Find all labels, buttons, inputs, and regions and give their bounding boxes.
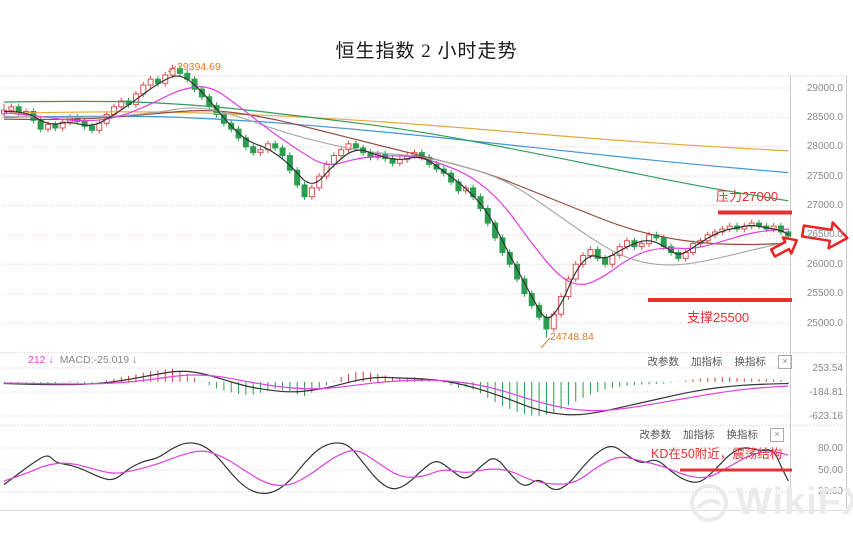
candle-down (785, 231, 792, 237)
candle-up (646, 234, 653, 245)
candle-down (294, 169, 301, 186)
y-axis-label: 28000.0 (806, 141, 843, 153)
candle-up (345, 143, 352, 151)
ma-orange-line (3, 111, 789, 152)
kd-note-annotation: KD在50附近，震荡结构 (651, 447, 783, 461)
kd-d-line (3, 450, 789, 487)
candle-down (88, 125, 95, 131)
candle-down (352, 143, 359, 149)
candle-up (257, 149, 264, 154)
change-params-link[interactable]: 改参数 (639, 429, 672, 441)
switch-indicator-link[interactable]: 换指标 (734, 356, 767, 368)
macd-indicator-toolbar: 改参数 加指标 换指标 × (647, 354, 792, 369)
macd-status-line: 212 ↓ MACD:-25.019 ↓ (28, 354, 137, 366)
candle-down (484, 207, 491, 224)
candle-down (506, 252, 513, 265)
kd-k-line (3, 442, 789, 494)
y-axis-label: 50.00 (817, 464, 843, 476)
ma-blue-line (3, 115, 789, 174)
candle-up (147, 78, 154, 86)
candle-down (279, 147, 286, 157)
watermark: WikiFX (688, 481, 853, 524)
resistance-annotation: 压力27000 (716, 189, 779, 204)
y-axis-label: 25000.0 (806, 317, 843, 329)
candle-up (1, 109, 7, 115)
red-arrow-icon (800, 221, 849, 250)
candle-down (176, 68, 183, 74)
add-indicator-link[interactable]: 加指标 (691, 356, 723, 368)
candle-down (543, 316, 550, 330)
candle-down (470, 187, 477, 198)
candle-up (44, 123, 51, 130)
candle-down (528, 293, 535, 306)
candle-down (477, 196, 484, 209)
red-arrow-icon (769, 236, 799, 258)
y-axis-label: 27500.0 (806, 170, 843, 182)
candle-down (433, 163, 440, 170)
candle-down (602, 257, 609, 265)
y-axis-label: 253.54 (812, 362, 843, 374)
y-axis-label: 25500.0 (806, 288, 843, 300)
y-axis-label: 29000.0 (806, 82, 843, 94)
y-axis-label: 26000.0 (806, 258, 843, 270)
candle-up (558, 296, 565, 315)
candle-up (59, 121, 66, 129)
candle-down (250, 146, 257, 154)
candle-down (594, 249, 601, 259)
macd-dea-line (3, 374, 789, 412)
low-price-label: 24748.84 (550, 331, 594, 343)
y-axis-label: -623.16 (809, 410, 843, 422)
y-axis-label: 27000.0 (806, 200, 843, 211)
high-pointer (167, 65, 177, 73)
candle-down (206, 96, 213, 107)
close-indicator-button[interactable]: × (778, 354, 792, 369)
candle-down (242, 137, 249, 148)
ma-brown-line (3, 110, 789, 246)
watermark-text: WikiFX (736, 481, 853, 523)
candle-down (286, 155, 293, 171)
ma-black-line (3, 75, 789, 319)
candle-down (154, 78, 161, 84)
candle-down (52, 123, 59, 129)
watermark-logo-icon (690, 483, 728, 522)
candle-up (587, 249, 594, 256)
candle-down (675, 252, 682, 259)
y-axis-label: 28500.0 (806, 111, 843, 123)
candle-up (308, 187, 315, 198)
low-pointer (540, 337, 551, 349)
candle-up (638, 243, 645, 248)
candle-down (198, 88, 205, 98)
y-axis-label: 20.00 (817, 486, 843, 498)
close-indicator-button[interactable]: × (770, 427, 784, 442)
candle-up (609, 254, 616, 265)
high-price-label: 29394.69 (177, 61, 221, 73)
y-axis-label: -184.81 (809, 386, 843, 398)
candle-down (514, 263, 521, 280)
candle-up (396, 159, 403, 164)
ma-green-line (3, 100, 789, 202)
candle-down (301, 184, 308, 198)
candle-up (8, 106, 15, 111)
dif-value: 212 ↓ (28, 354, 54, 366)
change-params-link[interactable]: 改参数 (647, 356, 680, 368)
y-axis-label: 80.00 (817, 442, 843, 454)
candle-down (81, 120, 88, 127)
candle-up (338, 149, 345, 157)
candle-down (272, 143, 279, 149)
add-indicator-link[interactable]: 加指标 (683, 429, 715, 441)
kd-indicator-toolbar: 改参数 加指标 换指标 × (639, 427, 784, 442)
switch-indicator-link[interactable]: 换指标 (726, 429, 759, 441)
ma-gray-line (3, 107, 789, 266)
ma-magenta-line (3, 86, 789, 285)
page-title: 恒生指数 2 小时走势 (335, 41, 518, 62)
candle-down (536, 304, 543, 318)
support-annotation: 支撑25500 (687, 310, 750, 325)
candle-up (118, 100, 125, 108)
macd-value: MACD:-25.019 ↓ (59, 354, 138, 366)
candle-down (191, 78, 198, 90)
y-axis-label: 26500.0 (806, 229, 843, 241)
